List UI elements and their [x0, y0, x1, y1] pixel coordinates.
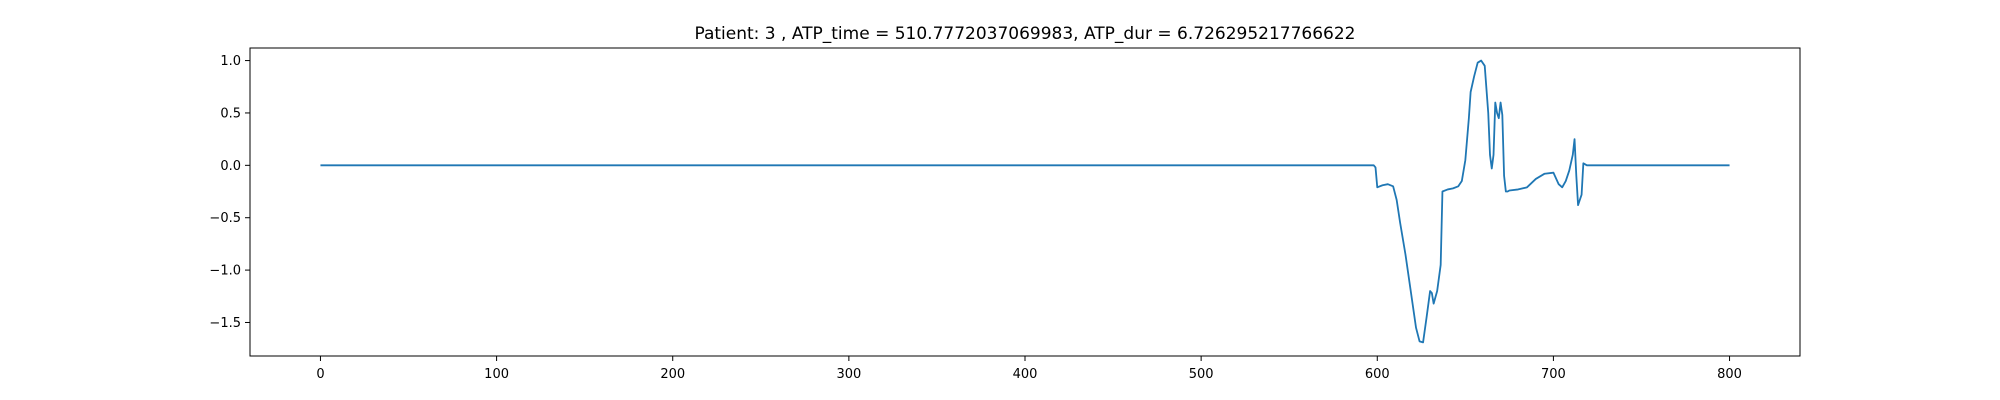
y-axis: 1.0 0.5 0.0 −0.5 −1.0 −1.5 [209, 54, 250, 331]
series-line [320, 59, 1730, 344]
x-tick-label: 400 [1013, 367, 1038, 382]
x-tick-label: 600 [1365, 367, 1390, 382]
x-tick-label: 700 [1541, 367, 1566, 382]
plot-area-frame [249, 47, 1801, 357]
y-tick-label: 0.5 [220, 106, 241, 121]
x-tick-label: 100 [484, 367, 509, 382]
x-tick-label: 800 [1717, 367, 1742, 382]
x-tick-label: 200 [660, 367, 685, 382]
x-tick-label: 300 [836, 367, 861, 382]
x-tick-label: 0 [316, 367, 324, 382]
y-tick-label: 0.0 [220, 159, 241, 174]
y-tick-label: 1.0 [220, 54, 241, 69]
y-tick-label: −1.5 [209, 316, 241, 331]
x-axis: 0 100 200 300 400 500 600 700 800 [316, 356, 1742, 382]
x-tick-label: 500 [1189, 367, 1214, 382]
chart-title: Patient: 3 , ATP_time = 510.777203706998… [694, 24, 1355, 44]
series-layer [320, 59, 1730, 344]
y-tick-label: −0.5 [209, 211, 241, 226]
y-tick-label: −1.0 [209, 264, 241, 279]
